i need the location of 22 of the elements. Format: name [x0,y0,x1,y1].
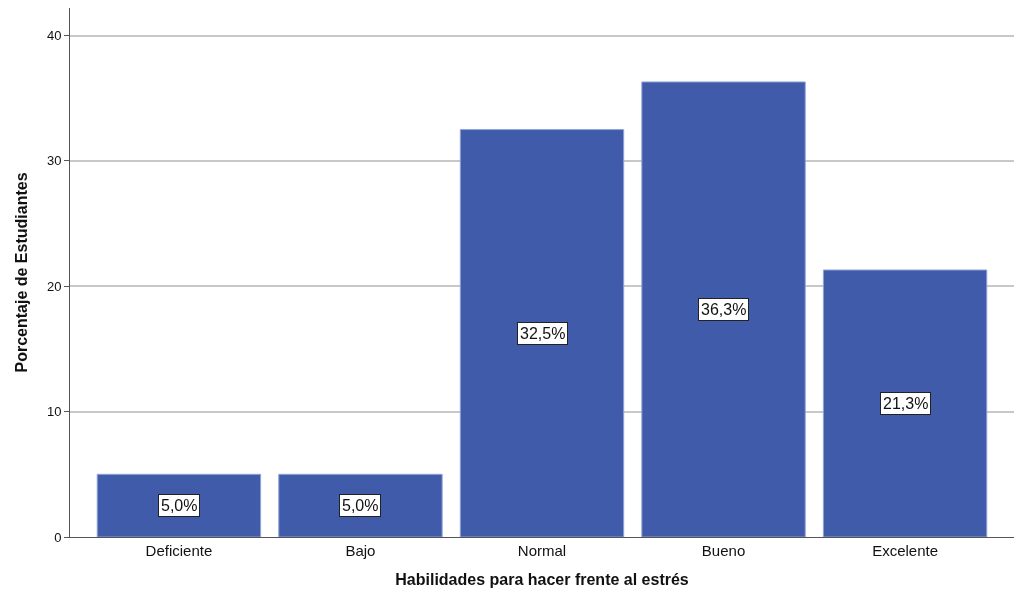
data-label: 21,3% [883,395,929,412]
bar [278,473,443,537]
bar [459,129,625,537]
y-tick-label: 0 [54,529,62,545]
y-tick-label: 20 [46,278,62,294]
bar [822,269,988,537]
x-tick-label: Excelente [872,542,939,559]
y-tick-label: 30 [46,153,62,169]
x-tick-label: Bajo [345,542,376,559]
y-tick-label: 10 [46,404,62,420]
x-tick-label: Bueno [701,542,746,559]
x-tick-label: Deficiente [145,542,213,559]
data-label: 5,0% [342,497,379,514]
x-tick-label: Normal [517,542,567,559]
data-label: 32,5% [520,325,566,342]
y-axis-title: Porcentaje de Estudiantes [12,172,30,373]
y-tick-label: 40 [46,28,62,44]
data-label: 36,3% [701,301,747,318]
bar [96,473,262,537]
data-label: 5,0% [161,497,198,514]
x-axis-title: Habilidades para hacer frente al estrés [395,570,689,588]
bar [641,81,806,537]
